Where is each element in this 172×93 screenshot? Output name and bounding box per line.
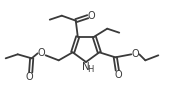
Text: H: H <box>87 65 94 74</box>
Text: O: O <box>132 49 139 59</box>
Text: O: O <box>88 11 96 21</box>
Text: O: O <box>115 70 122 80</box>
Text: O: O <box>26 72 34 82</box>
Text: N: N <box>82 61 90 72</box>
Text: O: O <box>38 48 46 58</box>
